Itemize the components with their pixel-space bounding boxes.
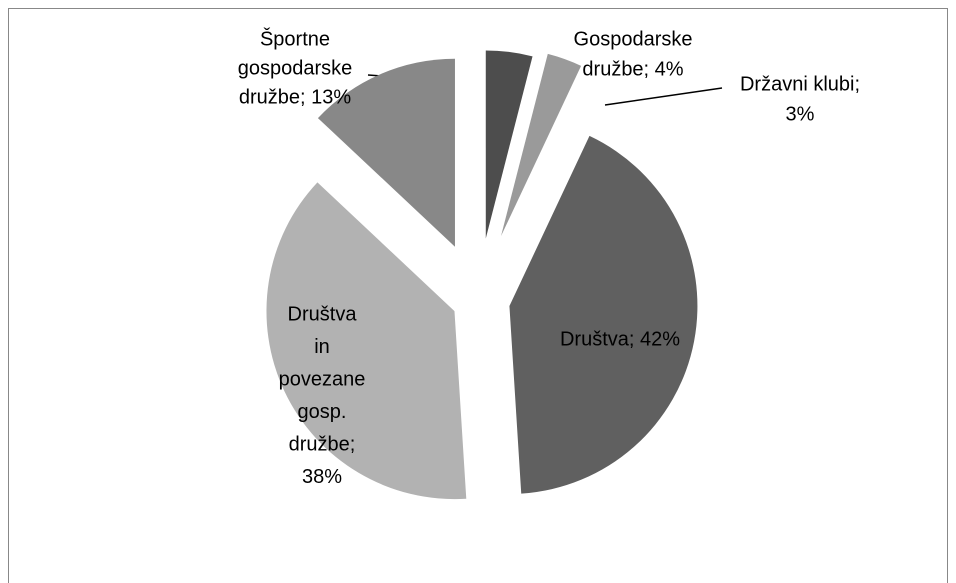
- pie-slice: [509, 135, 698, 494]
- pie-slice: [501, 53, 582, 237]
- data-label: Društva; 42%: [560, 328, 680, 350]
- data-label: družbe; 4%: [582, 58, 683, 80]
- data-label: družbe;: [289, 433, 356, 455]
- data-label: Športne: [260, 27, 330, 50]
- leader-line: [604, 87, 723, 106]
- data-label: gosp.: [298, 401, 347, 423]
- data-label: Državni klubi;: [740, 73, 860, 95]
- data-label: Društva: [288, 303, 358, 325]
- pie-slice: [485, 50, 533, 239]
- pie-slice: [317, 58, 455, 247]
- data-label: družbe; 13%: [239, 86, 352, 108]
- data-label: 38%: [302, 466, 342, 488]
- data-label: gospodarske: [238, 57, 353, 79]
- data-label: povezane: [279, 368, 366, 390]
- pie-slice: [266, 182, 467, 500]
- data-label: Gospodarske: [574, 28, 693, 50]
- data-label: 3%: [786, 103, 815, 125]
- data-label: in: [314, 336, 330, 358]
- chart-frame: [8, 8, 948, 583]
